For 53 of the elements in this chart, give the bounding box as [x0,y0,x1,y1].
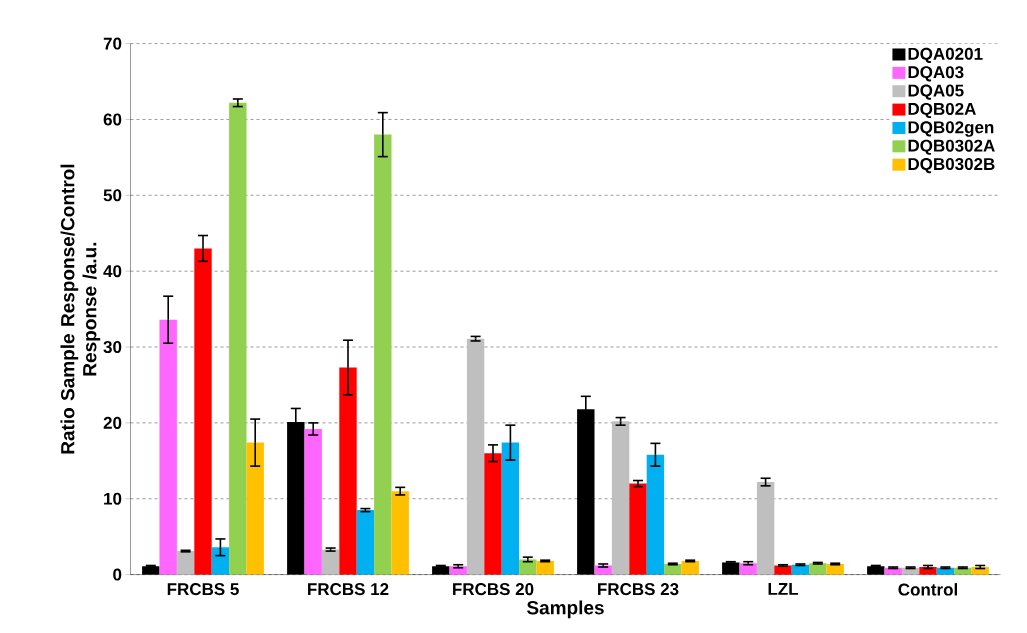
bar [246,442,264,575]
legend-label: DQA05 [908,84,964,100]
x-tick-label: FRCBS 12 [308,583,389,596]
legend-label: DQB02A [908,102,976,119]
bar [936,567,955,575]
bar [211,547,230,575]
y-tick-label: 10 [104,492,122,505]
legend-label: DQB02gen [908,121,994,137]
bar [809,563,827,575]
bar [339,367,357,575]
bar [646,454,665,575]
bar [971,567,989,575]
x-axis-title: Samples [526,600,604,619]
bar [901,567,920,575]
bar [756,482,775,575]
bar [391,491,409,575]
bar [681,560,699,575]
y-tick-label: 40 [103,265,122,278]
legend-label: DQA0201 [908,47,983,64]
bar [356,510,375,575]
bar [519,559,537,575]
x-tick-label: FRCBS 23 [598,583,679,596]
legend-label: DQB0302B [908,158,995,174]
bar [484,453,502,575]
legend-label: DQA03 [908,66,964,82]
bar [321,549,340,575]
bar [791,564,810,575]
x-tick-label: Control [898,583,958,596]
x-tick-label: FRCBS 20 [453,583,534,596]
bar [919,567,937,575]
bar [304,428,322,575]
y-tick-label: 50 [103,189,122,202]
bar [229,102,247,575]
bar [954,567,972,575]
bar [194,248,212,575]
bar [159,319,177,575]
bar [629,483,647,575]
bar [611,421,630,575]
y-tick-label: 70 [103,37,122,50]
bar [884,567,902,575]
bar [501,442,520,575]
bar [536,560,554,575]
legend-label: DQB0302A [908,139,995,155]
bar [466,338,485,575]
y-tick-label: 20 [103,416,122,429]
bar [374,134,392,575]
y-tick-label: 30 [103,340,122,354]
x-tick-label: FRCBS 5 [167,583,239,596]
y-tick-label: 60 [103,113,122,126]
bar [176,551,195,575]
y-axis-title: Ratio Sample Response/Control Response /a.u. [60,164,101,454]
x-tick-label: LZL [768,583,799,595]
y-tick-label: 0 [113,568,122,581]
